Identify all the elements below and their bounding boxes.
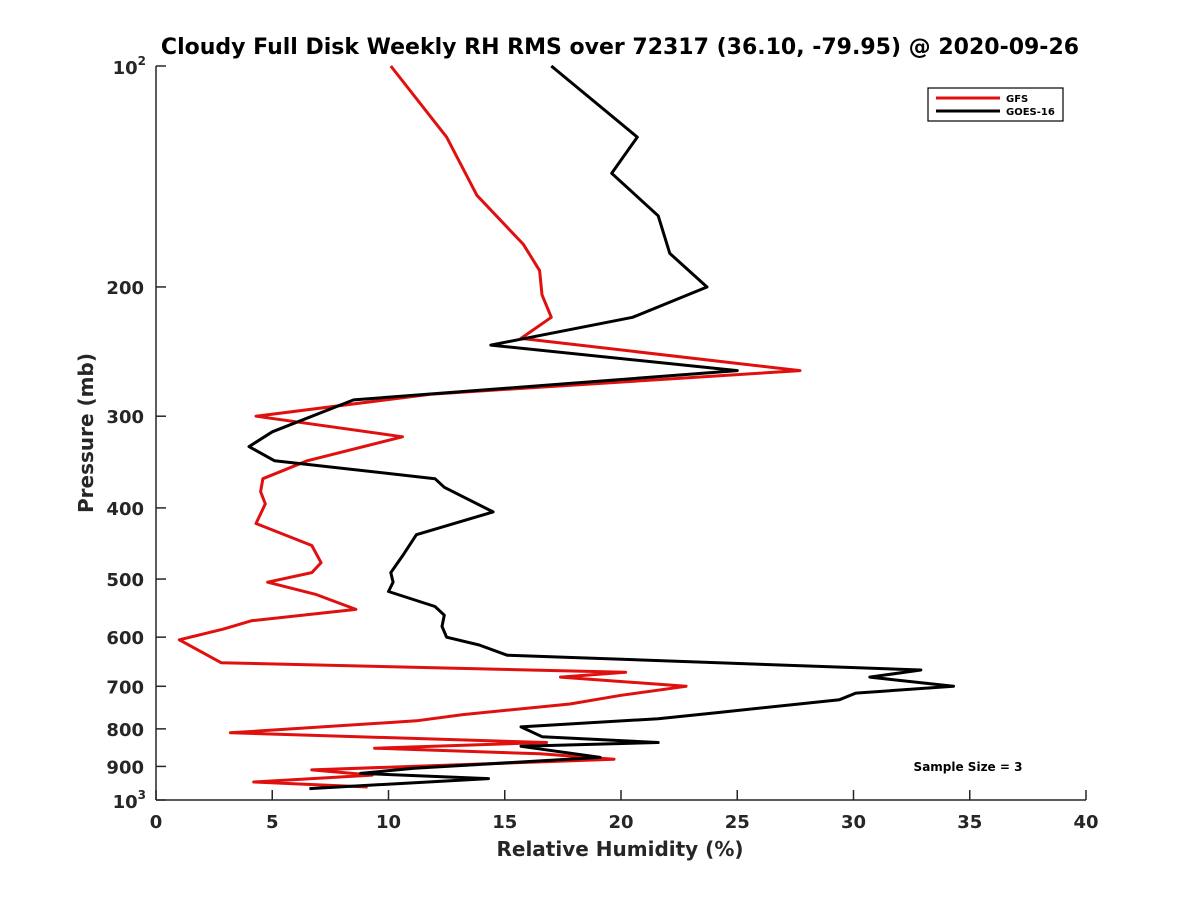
legend-box <box>927 87 1064 122</box>
chart-title: Cloudy Full Disk Weekly RH RMS over 7231… <box>161 35 1079 60</box>
x-tick-label: 25 <box>725 812 750 833</box>
x-tick-label: 35 <box>957 812 982 833</box>
plot-area: 0 5 10 15 20 25 30 35 40 102 200 300 400 500 600 700 800… <box>106 54 1098 833</box>
x-axis-label: Relative Humidity (%) <box>496 837 743 861</box>
x-tick-label: 0 <box>150 812 163 833</box>
x-tick-label: 5 <box>266 812 279 833</box>
legend: GFS GOES-16 <box>927 87 1064 122</box>
series-layer <box>177 64 955 791</box>
y-tick-label: 200 <box>106 278 144 299</box>
y-tick-label: 500 <box>106 570 144 591</box>
legend-label: GOES-16 <box>1006 107 1055 118</box>
legend-label: GFS <box>1006 94 1028 105</box>
x-tick-label: 15 <box>492 812 517 833</box>
plot-background <box>156 66 1086 800</box>
x-tick-label: 40 <box>1073 812 1098 833</box>
x-tick-label: 30 <box>841 812 866 833</box>
y-tick-label: 400 <box>106 499 144 520</box>
y-tick-label: 103 <box>113 788 146 813</box>
sample-size-annotation: Sample Size = 3 <box>914 760 1023 774</box>
y-tick-label: 600 <box>106 628 144 649</box>
y-tick-label: 800 <box>106 720 144 741</box>
y-tick-label: 900 <box>106 757 144 778</box>
y-axis-label: Pressure (mb) <box>74 353 98 513</box>
y-tick-label: 300 <box>106 407 144 428</box>
x-tick-label: 20 <box>608 812 633 833</box>
series-line-goes-16 <box>247 64 955 791</box>
axes-layer: 0 5 10 15 20 25 30 35 40 102 200 300 400 500 600 700 800… <box>106 54 1098 833</box>
x-tick-label: 10 <box>376 812 401 833</box>
y-tick-label: 700 <box>106 677 144 698</box>
y-tick-label: 102 <box>113 54 146 79</box>
